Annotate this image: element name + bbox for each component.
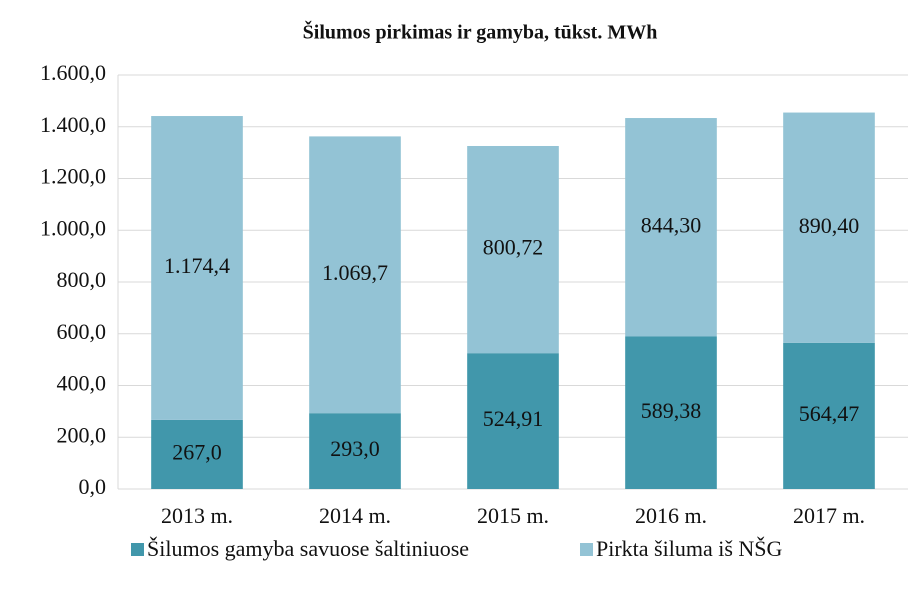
y-tick-label: 800,0	[57, 267, 107, 292]
y-tick-label: 1.000,0	[40, 215, 106, 240]
y-tick-label: 1.200,0	[40, 164, 106, 189]
y-tick-label: 1.600,0	[40, 60, 106, 85]
x-tick-label: 2016 m.	[635, 503, 707, 528]
bar-segment	[151, 116, 243, 420]
y-tick-label: 200,0	[57, 422, 107, 447]
y-tick-label: 600,0	[57, 319, 107, 344]
x-tick-label: 2014 m.	[319, 503, 391, 528]
bar-segment	[783, 112, 875, 343]
bar-segment	[625, 118, 717, 337]
x-tick-label: 2013 m.	[161, 503, 233, 528]
bar-segment	[467, 145, 559, 354]
data-label: 267,0	[172, 440, 222, 465]
data-label: 589,38	[641, 398, 702, 423]
bar-segment	[309, 413, 401, 489]
legend-label: Šilumos gamyba savuose šaltiniuose	[147, 536, 469, 561]
x-tick-label: 2017 m.	[793, 503, 865, 528]
data-label: 800,72	[483, 235, 544, 260]
data-label: 1.069,7	[322, 260, 388, 285]
bar-segment	[151, 419, 243, 489]
data-label: 564,47	[799, 401, 860, 426]
y-tick-label: 1.400,0	[40, 112, 106, 137]
data-label: 1.174,4	[164, 253, 230, 278]
bar-segment	[467, 353, 559, 489]
bar-segment	[309, 136, 401, 414]
y-tick-label: 400,0	[57, 371, 107, 396]
bar-segment	[625, 336, 717, 489]
y-tick-label: 0,0	[79, 474, 107, 499]
legend-swatch	[580, 543, 593, 556]
data-label: 890,40	[799, 213, 860, 238]
data-label: 844,30	[641, 212, 702, 237]
x-tick-label: 2015 m.	[477, 503, 549, 528]
data-label: 293,0	[330, 436, 380, 461]
data-label: 524,91	[483, 406, 544, 431]
bar-segment	[783, 342, 875, 489]
legend-swatch	[131, 543, 144, 556]
chart-title: Šilumos pirkimas ir gamyba, tūkst. MWh	[303, 20, 658, 44]
legend-label: Pirkta šiluma iš NŠG	[596, 536, 783, 561]
